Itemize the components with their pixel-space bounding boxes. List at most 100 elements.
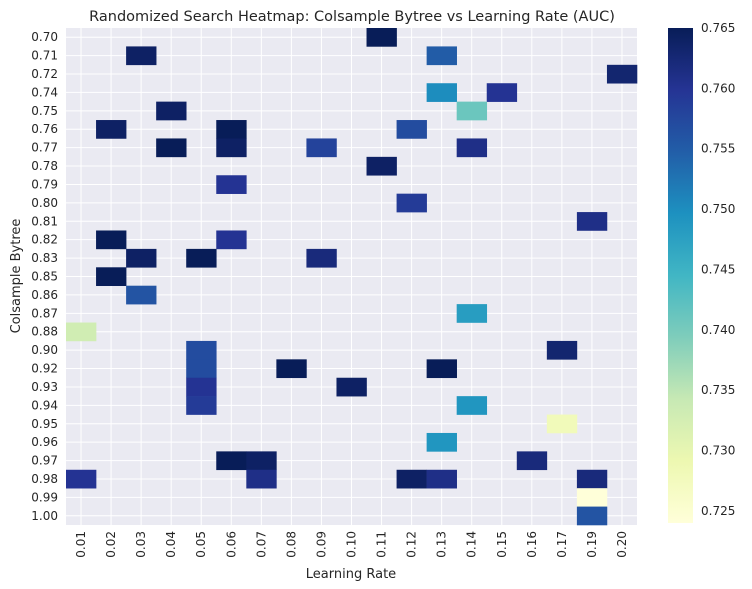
y-tick-label: 0.97 (31, 454, 58, 468)
heatmap-cell (96, 120, 127, 139)
colorbar-tick-label: 0.725 (701, 504, 735, 518)
y-tick-label: 0.70 (31, 30, 58, 44)
heatmap-cell (186, 248, 217, 268)
heatmap-cell (306, 138, 337, 158)
y-tick-label: 0.80 (31, 196, 58, 210)
colorbar-tick-label: 0.730 (701, 444, 735, 458)
x-tick-label: 0.09 (314, 531, 328, 558)
heatmap-cell (426, 469, 457, 489)
heatmap-cell (426, 83, 457, 102)
heatmap-cell (546, 414, 578, 434)
x-tick-label: 0.19 (585, 531, 599, 558)
heatmap-cell (216, 451, 247, 471)
heatmap-cell (186, 396, 217, 415)
grid-lines (66, 28, 637, 525)
heatmap-cell (126, 248, 157, 268)
y-tick-label: 0.98 (31, 472, 58, 486)
colorbar-tick-label: 0.735 (701, 383, 735, 397)
heatmap-cell (156, 101, 187, 121)
y-tick-label: 0.95 (31, 417, 58, 431)
y-tick-label: 0.81 (31, 214, 58, 228)
y-tick-label: 0.87 (31, 306, 58, 320)
colorbar (668, 28, 693, 523)
chart-title: Randomized Search Heatmap: Colsample Byt… (89, 9, 615, 25)
heatmap-cell (216, 175, 247, 194)
x-axis-label: Learning Rate (306, 567, 396, 582)
heatmap-cell (186, 359, 217, 379)
y-tick-label: 0.86 (31, 288, 58, 302)
heatmap-cell (276, 359, 307, 379)
y-tick-label: 0.88 (31, 325, 58, 339)
heatmap-cell (456, 101, 488, 121)
x-tick-label: 0.11 (375, 531, 389, 558)
heatmap-cell (366, 28, 397, 47)
x-tick-label: 0.12 (405, 531, 419, 558)
heatmap-cell (576, 212, 608, 231)
x-tick-label: 0.08 (284, 531, 298, 558)
heatmap-cell (246, 451, 277, 471)
heatmap-cell (216, 120, 247, 139)
colorbar-tick-label: 0.760 (701, 81, 735, 95)
heatmap-cell (456, 304, 488, 323)
y-tick-label: 0.90 (31, 343, 58, 357)
heatmap-cell (336, 377, 367, 397)
x-tick-label: 0.15 (495, 531, 509, 558)
heatmap-cell (366, 156, 397, 176)
heatmap-cell (576, 506, 608, 526)
colorbar-tick-label: 0.750 (701, 202, 735, 216)
heatmap-cell (396, 193, 427, 213)
y-tick-label: 0.85 (31, 270, 58, 284)
colorbar-tick-label: 0.755 (701, 142, 735, 156)
heatmap-cell (486, 83, 518, 102)
heatmap-cell (396, 120, 427, 139)
heatmap-cell (156, 138, 187, 158)
y-tick-label: 0.96 (31, 435, 58, 449)
y-tick-label: 0.93 (31, 380, 58, 394)
colorbar-tick-label: 0.740 (701, 323, 735, 337)
x-tick-label: 0.02 (104, 531, 118, 558)
heatmap-cell (66, 322, 97, 342)
y-axis-label: Colsample Bytree (9, 219, 24, 334)
y-tick-label: 0.75 (31, 104, 58, 118)
heatmap-cells (66, 28, 638, 526)
x-tick-label: 0.13 (435, 531, 449, 558)
y-tick-label: 0.78 (31, 159, 58, 173)
heatmap-cell (216, 230, 247, 250)
y-tick-label: 0.92 (31, 362, 58, 376)
heatmap-cell (186, 340, 217, 360)
heatmap-cell (606, 64, 638, 84)
x-tick-label: 0.04 (164, 531, 178, 558)
heatmap-cell (186, 377, 217, 397)
x-tick-label: 0.17 (555, 531, 569, 558)
y-axis-ticks: 0.70 0.71 0.72 0.74 0.75 0.76 0.77 0.78 0.79 0.80… (31, 30, 58, 523)
heatmap-cell (126, 46, 157, 66)
heatmap-cell (516, 451, 548, 471)
heatmap-cell (426, 359, 457, 379)
x-axis-ticks: 0.01 0.02 0.03 0.04 0.05 0.06 0.07 0.08 0.09 0.10… (74, 531, 629, 558)
x-tick-label: 0.06 (224, 531, 238, 558)
y-tick-label: 0.77 (31, 141, 58, 155)
heatmap-cell (66, 469, 97, 489)
heatmap-cell (456, 396, 488, 415)
x-tick-label: 0.07 (254, 531, 268, 558)
heatmap-cell (576, 488, 608, 507)
x-tick-label: 0.05 (194, 531, 208, 558)
y-tick-label: 0.71 (31, 49, 58, 63)
heatmap-cell (426, 46, 457, 66)
heatmap-cell (96, 267, 127, 287)
heatmap-cell (306, 248, 337, 268)
y-tick-label: 0.99 (31, 490, 58, 504)
y-tick-label: 0.74 (31, 85, 58, 99)
x-tick-label: 0.16 (525, 531, 539, 558)
heatmap-cell (456, 138, 488, 158)
colorbar-tick-label: 0.745 (701, 262, 735, 276)
x-tick-label: 0.01 (74, 531, 88, 558)
y-tick-label: 0.72 (31, 67, 58, 81)
heatmap-cell (396, 469, 427, 489)
y-tick-label: 0.94 (31, 398, 58, 412)
x-tick-label: 0.10 (345, 531, 359, 558)
y-tick-label: 1.00 (31, 509, 58, 523)
y-tick-label: 0.82 (31, 233, 58, 247)
heatmap-cell (576, 469, 608, 489)
